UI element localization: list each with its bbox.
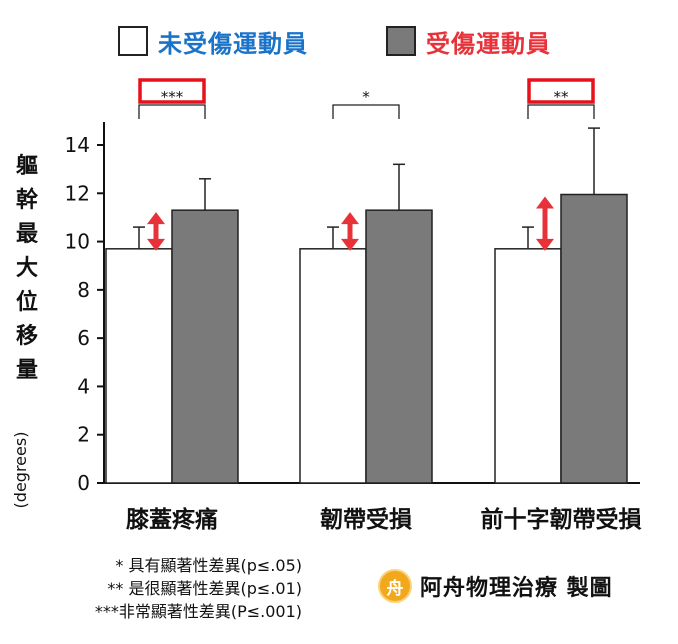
legend-label-uninjured: 未受傷運動員 <box>158 29 308 58</box>
y-axis-unit: (degrees) <box>10 431 30 509</box>
credit: 舟 阿舟物理治療 製圖 <box>380 569 613 603</box>
bar-injured <box>365 209 433 484</box>
significance-highlight-box <box>138 78 206 104</box>
y-tick-label: 8 <box>77 278 90 302</box>
y-axis-label-char: 幹 <box>15 188 38 213</box>
bar-injured <box>171 209 239 484</box>
bar-injured <box>560 193 628 484</box>
difference-arrow-down-head <box>147 238 165 251</box>
legend: 未受傷運動員 受傷運動員 <box>0 20 678 62</box>
difference-arrow-down-head <box>536 238 554 251</box>
difference-arrow-up-head <box>341 212 359 225</box>
boat-logo-icon: 舟 <box>380 571 410 601</box>
bar-uninjured <box>105 248 173 484</box>
legend-swatch-injured <box>386 26 416 56</box>
significance-bracket <box>332 104 400 119</box>
y-tick-label: 4 <box>77 374 90 398</box>
y-axis-label: 軀幹最大位移量 <box>8 150 46 388</box>
bar-uninjured <box>494 248 562 484</box>
significance-stars: * <box>362 88 370 106</box>
x-category-label: 韌帶受損 <box>320 506 412 533</box>
y-tick-label: 6 <box>77 326 90 350</box>
y-axis-label-char: 軀 <box>15 154 38 179</box>
y-axis-label-char: 最 <box>15 222 38 247</box>
y-tick-label: 0 <box>77 471 90 495</box>
x-category-label: 膝蓋疼痛 <box>126 506 218 533</box>
credit-text: 阿舟物理治療 製圖 <box>420 576 613 601</box>
footnotes: * 具有顯著性差異(p≤.05) ** 是很顯著性差異(p≤.01) ***非常… <box>30 554 302 623</box>
y-axis-label-char: 大 <box>15 256 38 281</box>
y-tick-label: 10 <box>65 230 90 254</box>
difference-arrow-down-head <box>341 238 359 251</box>
y-tick-label: 14 <box>65 133 90 157</box>
legend-swatch-uninjured <box>118 26 148 56</box>
y-tick-label: 12 <box>65 181 90 205</box>
difference-arrow-up-head <box>147 212 165 225</box>
footnote-p01: ** 是很顯著性差異(p≤.01) <box>107 579 302 598</box>
y-tick-label: 2 <box>77 423 90 447</box>
y-axis-label-text: 軀幹最大位移量 <box>8 150 46 388</box>
significance-highlight-box <box>527 78 595 104</box>
significance-bracket <box>138 104 206 119</box>
footnote-p001: ***非常顯著性差異(P≤.001) <box>94 602 302 621</box>
bar-uninjured <box>299 248 367 484</box>
legend-label-injured: 受傷運動員 <box>426 29 551 58</box>
significance-bracket <box>527 104 595 119</box>
legend-item-uninjured: 未受傷運動員 <box>118 20 308 62</box>
y-axis-label-char: 量 <box>15 358 38 383</box>
x-category-label: 前十字韌帶受損 <box>481 506 642 533</box>
y-axis-label-char: 移 <box>15 324 38 349</box>
y-axis-label-char: 位 <box>15 290 38 315</box>
legend-item-injured: 受傷運動員 <box>386 20 551 62</box>
footnote-p05: * 具有顯著性差異(p≤.05) <box>115 556 302 575</box>
difference-arrow-up-head <box>536 196 554 209</box>
